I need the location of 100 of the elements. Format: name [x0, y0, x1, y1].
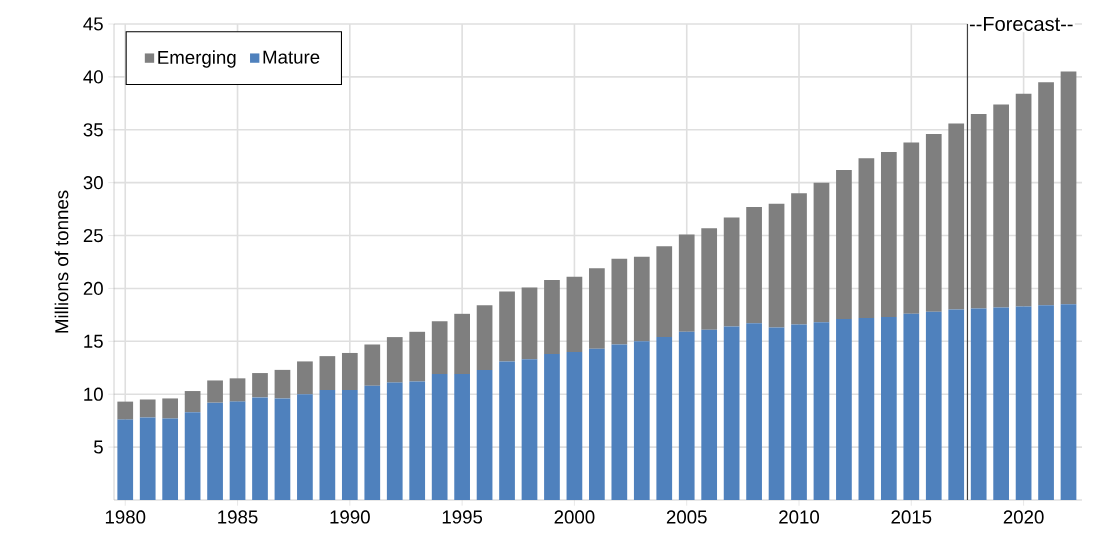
bar	[1015, 306, 1032, 500]
y-tick-label: 35	[83, 123, 103, 137]
bar	[611, 258, 628, 345]
x-tick-label: 1990	[330, 510, 370, 524]
bar	[768, 203, 785, 328]
y-axis-title: Millions of tonnes	[54, 190, 69, 333]
x-tick-label: 2015	[891, 510, 932, 524]
bar	[162, 418, 179, 500]
bar	[633, 256, 650, 342]
x-tick-label: 1995	[442, 510, 483, 524]
bar	[386, 337, 403, 383]
bar	[184, 412, 201, 500]
x-tick-label: 1985	[218, 510, 258, 524]
bar	[858, 158, 875, 319]
bar	[656, 337, 673, 500]
bar	[341, 389, 358, 500]
legend-label: Emerging	[158, 50, 236, 68]
y-tick-label: 10	[84, 387, 103, 401]
bar	[319, 356, 336, 390]
bar	[252, 397, 268, 500]
bar	[409, 331, 426, 382]
x-tick-label: 2005	[666, 510, 707, 524]
bar	[499, 361, 515, 500]
bar	[207, 402, 223, 500]
y-tick-label: 40	[83, 70, 103, 84]
bar	[723, 326, 740, 500]
bar	[925, 134, 942, 312]
bar	[678, 331, 695, 500]
bar	[476, 369, 493, 500]
bar	[454, 374, 470, 500]
legend-label: Mature	[263, 50, 320, 64]
bar	[566, 276, 583, 352]
bar	[297, 361, 313, 395]
bar	[521, 287, 538, 360]
bar	[386, 382, 403, 500]
bar	[948, 309, 965, 500]
bar	[925, 311, 942, 500]
bar	[589, 268, 605, 349]
bar	[836, 319, 852, 500]
bar	[768, 327, 785, 500]
y-tick-label: 25	[83, 228, 103, 243]
bar	[589, 348, 605, 500]
bar	[566, 351, 583, 500]
bar	[139, 417, 156, 500]
bar	[364, 344, 381, 386]
bar	[117, 401, 134, 420]
y-tick-label: 30	[83, 176, 103, 190]
bar	[791, 324, 807, 500]
bar	[454, 313, 470, 375]
bar	[903, 313, 920, 500]
bar	[656, 246, 673, 338]
bar	[993, 104, 1009, 308]
bar	[319, 389, 336, 500]
x-tick-label: 1980	[105, 510, 146, 524]
bar	[184, 391, 201, 413]
bar	[499, 291, 515, 362]
y-tick-label: 15	[84, 334, 103, 348]
x-tick-label: 2020	[1003, 510, 1044, 524]
bar	[1060, 71, 1077, 305]
x-tick-label: 2000	[554, 510, 595, 524]
x-tick-label: 2010	[779, 510, 820, 524]
bar	[297, 394, 313, 500]
bar	[229, 378, 246, 402]
bar	[791, 193, 807, 325]
bar	[813, 322, 830, 500]
bar	[252, 373, 268, 398]
bar	[1038, 305, 1054, 500]
bar	[970, 113, 987, 309]
bar	[229, 401, 246, 500]
bar	[364, 385, 381, 500]
bar	[746, 323, 762, 500]
bar	[903, 142, 920, 314]
bar	[207, 380, 223, 403]
bar	[701, 228, 718, 330]
bar	[723, 217, 740, 327]
bar	[611, 344, 628, 500]
bar	[431, 374, 448, 500]
bar	[1015, 93, 1032, 307]
bar	[746, 206, 762, 324]
bar	[633, 341, 650, 500]
bar	[993, 307, 1009, 500]
bar	[274, 398, 291, 500]
bar	[544, 279, 560, 355]
bar	[341, 352, 358, 390]
bar	[117, 419, 134, 500]
bar	[431, 321, 448, 375]
y-tick-label: 5	[93, 440, 103, 454]
bar	[858, 318, 875, 500]
ref-line-label: --Forecast--	[969, 17, 1073, 31]
bar	[701, 329, 718, 500]
bar	[813, 182, 830, 323]
bar	[521, 359, 538, 500]
bar	[880, 316, 897, 500]
bar	[970, 308, 987, 500]
bar	[544, 354, 560, 500]
bar	[880, 151, 897, 317]
bar	[948, 123, 965, 310]
bar	[836, 169, 852, 320]
bar	[476, 305, 493, 370]
bar	[162, 398, 179, 419]
